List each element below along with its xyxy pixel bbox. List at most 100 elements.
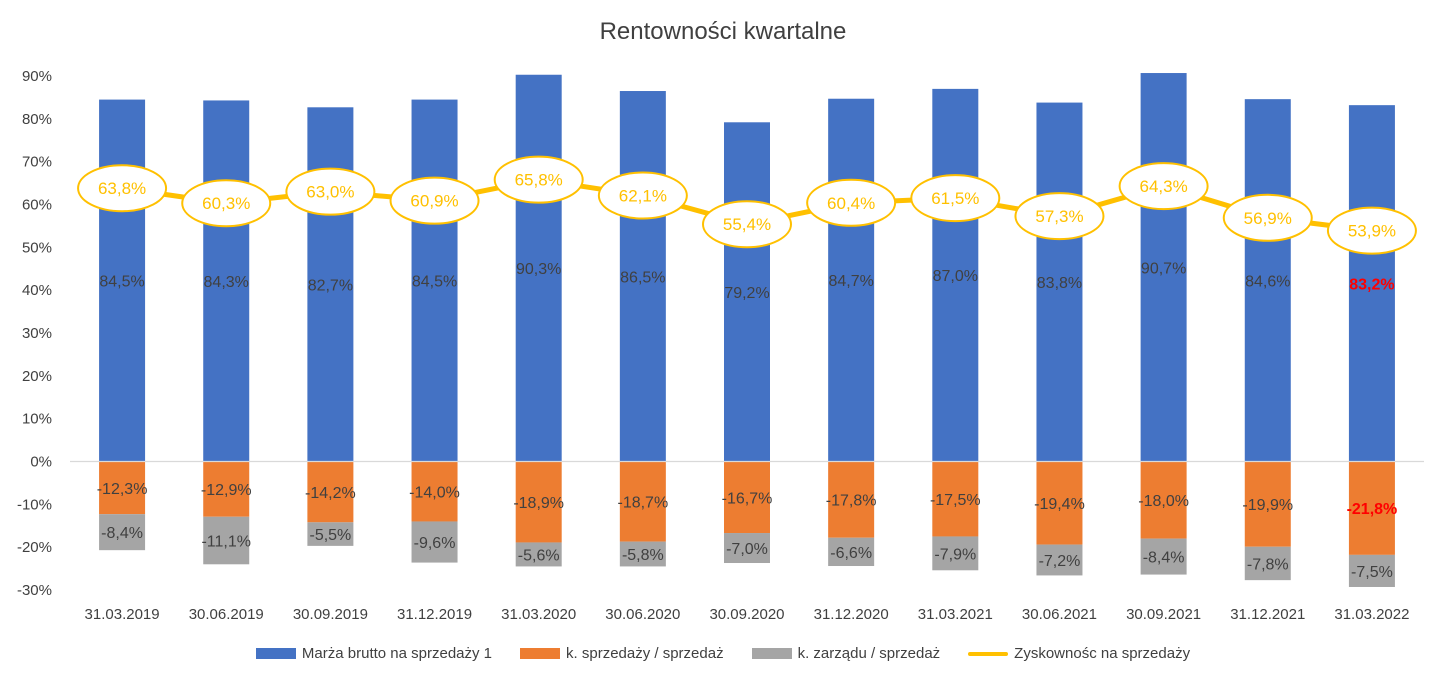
label-selling-costs: -14,0%: [409, 484, 460, 501]
bar-selling-costs: [828, 461, 875, 538]
bar-gross-margin: [411, 99, 458, 462]
bar-gross-margin: [515, 74, 562, 462]
label-profitability: 56,9%: [1244, 209, 1292, 228]
bar-selling-costs: [619, 461, 666, 542]
bar-admin-costs: [203, 516, 250, 565]
x-tick-label: 31.03.2021: [918, 606, 993, 623]
label-profitability: 63,0%: [306, 183, 354, 202]
bar-admin-costs: [828, 537, 875, 567]
label-bubble-profitability: [389, 176, 480, 225]
bar-selling-costs: [932, 461, 979, 537]
bar-gross-margin: [828, 98, 875, 462]
label-bubble-profitability: [910, 174, 1001, 223]
label-selling-costs: -19,4%: [1034, 496, 1085, 513]
label-bubble-profitability: [181, 179, 272, 228]
bar-selling-costs: [411, 461, 458, 522]
chart-area: 90% 80% 70% 60% 50% 40% 30% 20% 10% 0% -10% -20% -30…: [17, 68, 1424, 623]
label-bubble-profitability: [493, 155, 584, 204]
bar-selling-costs: [203, 461, 250, 517]
bar-gross-margin: [1244, 99, 1291, 462]
x-tick-label: 31.03.2020: [501, 606, 576, 623]
x-tick-label: 31.03.2022: [1334, 606, 1409, 623]
label-bubble-profitability: [597, 171, 688, 220]
label-bubble-profitability: [806, 178, 897, 227]
bar-admin-costs: [1244, 546, 1291, 581]
y-tick-label: 60%: [22, 197, 52, 214]
y-tick-label: 80%: [22, 111, 52, 128]
label-profitability: 65,8%: [515, 171, 563, 190]
label-admin-costs: -7,2%: [1039, 553, 1081, 570]
label-gross-margin: 90,3%: [516, 261, 561, 278]
label-profitability: 53,9%: [1348, 222, 1396, 241]
label-selling-costs: -18,7%: [617, 495, 668, 512]
x-tick-label: 31.12.2021: [1230, 606, 1305, 623]
label-selling-costs: -14,2%: [305, 485, 356, 502]
bar-admin-costs: [307, 522, 354, 546]
legend-item-gross-margin: Marża brutto na sprzedaży 1: [255, 645, 493, 662]
label-selling-costs: -16,7%: [722, 490, 773, 507]
label-bubble-profitability: [285, 167, 376, 216]
legend-swatch-selling-costs: [520, 648, 561, 659]
bar-gross-margin: [1348, 105, 1395, 462]
label-admin-costs: -5,6%: [518, 547, 560, 564]
y-tick-label: -20%: [17, 539, 52, 556]
y-tick-label: -10%: [17, 496, 52, 513]
label-profitability: 60,4%: [827, 194, 875, 213]
y-tick-label: -30%: [17, 582, 52, 599]
bar-selling-costs: [1348, 461, 1395, 555]
label-admin-costs: -8,4%: [101, 525, 143, 542]
y-tick-label: 10%: [22, 411, 52, 428]
label-gross-margin: 84,7%: [828, 273, 873, 290]
legend-item-profitability: Zyskownośc na sprzedaży: [968, 645, 1190, 662]
bar-admin-costs: [411, 521, 458, 563]
bar-gross-margin: [1140, 73, 1187, 462]
bar-gross-margin: [724, 122, 770, 462]
label-profitability: 62,1%: [619, 187, 667, 206]
x-tick-label: 31.12.2020: [814, 606, 889, 623]
label-profitability: 63,8%: [98, 179, 146, 198]
y-tick-label: 20%: [22, 368, 52, 385]
legend-swatch-gross-margin: [255, 648, 296, 659]
y-tick-label: 40%: [22, 282, 52, 299]
y-tick-label: 70%: [22, 154, 52, 171]
bar-admin-costs: [619, 541, 666, 567]
label-gross-margin: 79,2%: [724, 285, 769, 302]
bar-admin-costs: [1140, 538, 1187, 575]
label-selling-costs: -18,0%: [1138, 493, 1189, 510]
label-profitability: 60,3%: [202, 194, 250, 213]
bar-selling-costs: [1244, 461, 1291, 547]
label-selling-costs: -18,9%: [513, 495, 564, 512]
x-tick-label: 30.09.2021: [1126, 606, 1201, 623]
y-tick-label: 50%: [22, 239, 52, 256]
bar-gross-margin: [99, 99, 146, 462]
legend-swatch-admin-costs: [751, 648, 792, 659]
legend-label-gross-margin: Marża brutto na sprzedaży 1: [301, 645, 493, 662]
bar-gross-margin: [307, 107, 354, 462]
bar-admin-costs: [1348, 554, 1395, 587]
y-tick-label: 30%: [22, 325, 52, 342]
label-profitability: 60,9%: [410, 192, 458, 211]
label-bubble-profitability: [702, 200, 792, 249]
bar-gross-margin: [1036, 102, 1083, 462]
bar-admin-costs: [932, 536, 979, 571]
x-tick-label: 31.03.2019: [85, 606, 160, 623]
bar-selling-costs: [1140, 461, 1187, 539]
label-gross-margin: 83,2%: [1349, 276, 1394, 293]
label-selling-costs: -17,5%: [930, 492, 981, 509]
bar-selling-costs: [307, 461, 354, 523]
label-gross-margin: 90,7%: [1141, 260, 1186, 277]
label-profitability: 55,4%: [723, 215, 771, 234]
y-tick-label: 0%: [30, 454, 52, 471]
bar-admin-costs: [724, 533, 770, 564]
bar-gross-margin: [932, 88, 979, 462]
x-tick-label: 30.06.2020: [605, 606, 680, 623]
y-tick-label: 90%: [22, 68, 52, 85]
legend-label-selling-costs: k. sprzedaży / sprzedaż: [566, 645, 724, 662]
label-admin-costs: -6,6%: [830, 545, 872, 562]
label-gross-margin: 83,8%: [1037, 275, 1082, 292]
label-selling-costs: -21,8%: [1347, 501, 1398, 518]
label-admin-costs: -11,1%: [201, 534, 251, 551]
bar-selling-costs: [515, 461, 562, 543]
legend-label-admin-costs: k. zarządu / sprzedaż: [797, 645, 941, 662]
label-selling-costs: -12,3%: [97, 481, 148, 498]
